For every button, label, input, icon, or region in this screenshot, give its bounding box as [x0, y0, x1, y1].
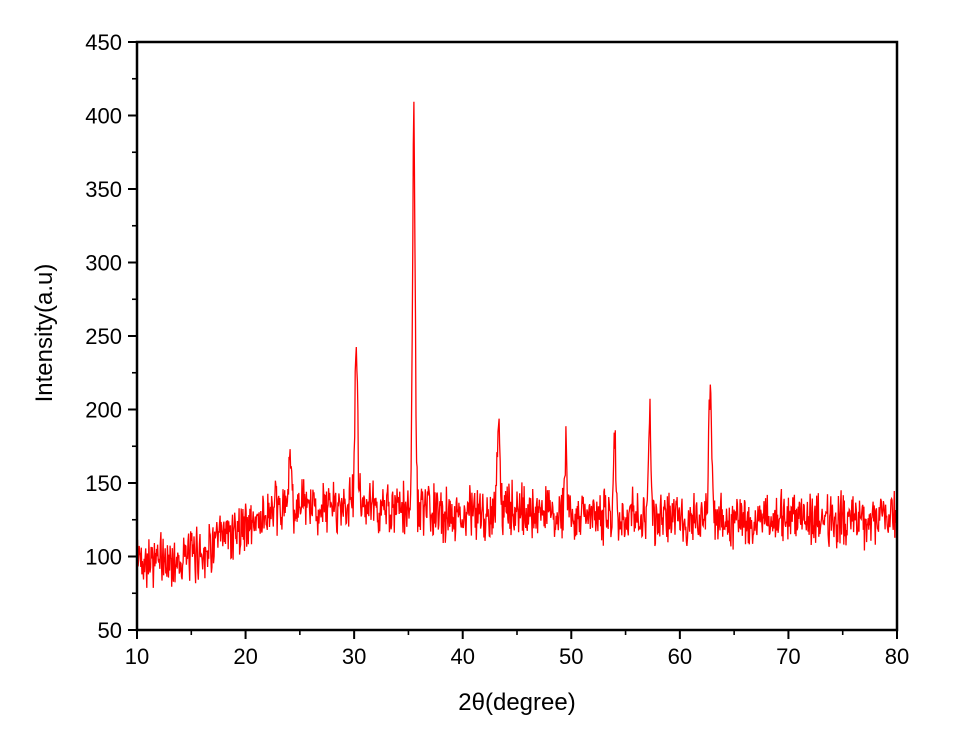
y-tick-label: 400 — [85, 104, 122, 129]
x-tick-label: 60 — [668, 644, 692, 669]
y-tick-label: 100 — [85, 545, 122, 570]
plot-area — [137, 101, 897, 588]
y-tick-label: 150 — [85, 471, 122, 496]
y-axis-title: Intensity(a.u) — [31, 263, 58, 403]
x-tick-label: 30 — [342, 644, 366, 669]
y-tick-label: 50 — [98, 618, 122, 643]
y-tick-label: 450 — [85, 30, 122, 55]
xrd-trace — [137, 101, 897, 588]
axis-ticks — [128, 41, 898, 639]
x-tick-label: 40 — [450, 644, 474, 669]
x-tick-label: 70 — [776, 644, 800, 669]
y-tick-label: 200 — [85, 398, 122, 423]
axis-tick-labels: 10 20 30 40 50 60 70 80 50 100 150 200 250 300 350 400 4… — [85, 30, 909, 669]
y-tick-label: 350 — [85, 177, 122, 202]
x-tick-label: 80 — [885, 644, 909, 669]
x-axis-title: 2θ(degree) — [458, 689, 576, 716]
x-tick-label: 20 — [233, 644, 257, 669]
x-tick-label: 50 — [559, 644, 583, 669]
y-tick-label: 250 — [85, 324, 122, 349]
x-tick-label: 10 — [125, 644, 149, 669]
y-tick-label: 300 — [85, 251, 122, 276]
